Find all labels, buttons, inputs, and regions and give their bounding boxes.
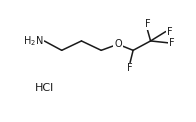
Text: H$_2$N: H$_2$N	[23, 34, 44, 48]
Text: F: F	[167, 27, 172, 37]
Text: F: F	[127, 63, 133, 73]
Text: F: F	[145, 19, 150, 29]
Text: HCl: HCl	[35, 83, 54, 93]
Text: O: O	[114, 39, 122, 49]
Text: F: F	[169, 38, 174, 48]
